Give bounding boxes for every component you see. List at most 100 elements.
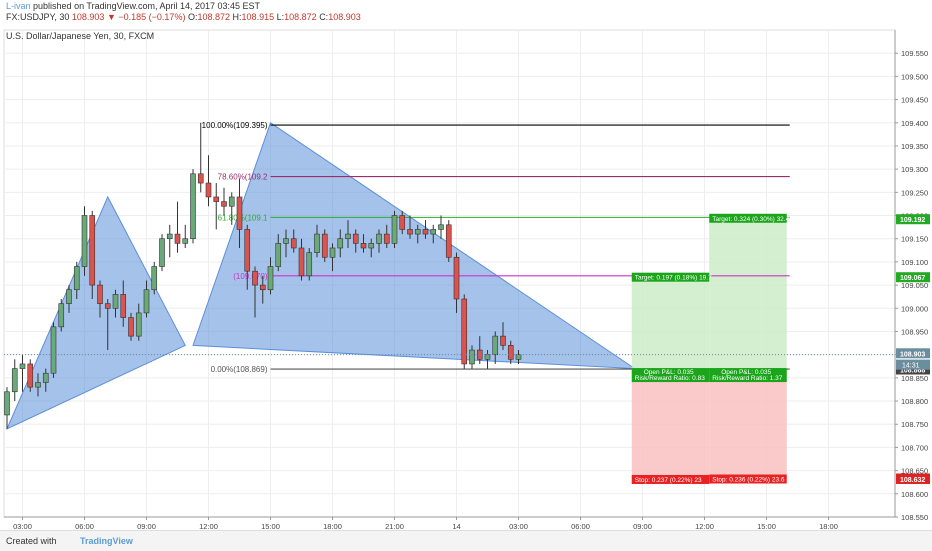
price-tick-label: 109.000	[901, 304, 928, 313]
candle-body	[476, 349, 483, 360]
candle-body	[252, 270, 258, 286]
time-tick-label: 12:00	[199, 522, 218, 530]
candle-body	[174, 233, 181, 244]
target-label-box	[631, 272, 710, 282]
target-zone[interactable]	[709, 218, 787, 370]
countdown-box	[896, 359, 930, 370]
candle-body	[228, 196, 235, 207]
candle-body	[391, 215, 398, 244]
bcd-triangle[interactable]	[192, 121, 637, 370]
fib-label: 100.00%(109.395)	[202, 121, 268, 130]
high-label: H:	[232, 12, 242, 22]
candle-body	[50, 326, 57, 374]
price-tick-label: 109.350	[901, 142, 928, 151]
close-value: 108.903	[328, 12, 361, 22]
time-axis[interactable]: 03:00 06:00 09:00 12:00 15:00 18:00 21:00 14 03:…	[4, 516, 895, 530]
candle-body	[182, 238, 189, 244]
fib-label: 78.60%(109.2	[218, 173, 268, 182]
candle-body	[360, 243, 367, 249]
target-label-box	[709, 213, 787, 223]
target-zone[interactable]	[631, 277, 710, 370]
pnl-box	[709, 368, 787, 383]
time-tick-label: 09:00	[633, 522, 652, 530]
candle-body	[135, 312, 142, 337]
price-tag[interactable]	[896, 348, 930, 359]
price-tag-label: 108.903	[900, 351, 925, 358]
publish-line: L-ivan published on TradingView.com, Apr…	[6, 1, 361, 12]
candle-body	[345, 233, 351, 240]
time-tick-label: 06:00	[571, 522, 590, 530]
candle-body	[430, 229, 437, 235]
candle-body	[104, 303, 111, 309]
candle-body	[42, 372, 49, 383]
candle-body	[321, 233, 328, 258]
candle-body	[515, 354, 522, 360]
price-axis[interactable]: 109.550 109.500 109.450 109.400 109.350 109.3…	[894, 30, 930, 522]
time-tick-label: 03:00	[13, 522, 32, 530]
candle-body	[500, 335, 506, 346]
stop-zone[interactable]	[631, 369, 710, 479]
candle-body	[89, 215, 96, 286]
price-tick-label: 109.450	[901, 96, 928, 105]
price-chart[interactable]: 100.00%(109.395) 78.60%(109.2 61.80%(109.1…	[0, 22, 932, 530]
pnl-box	[631, 368, 710, 383]
time-tick-label: 18:00	[323, 522, 342, 530]
candle-body	[298, 247, 305, 277]
price-tag-label: 109.192	[900, 217, 925, 224]
candle-body	[383, 233, 390, 244]
close-label: C:	[319, 12, 329, 22]
candle-body	[507, 345, 514, 360]
price-tick-label: 108.700	[901, 443, 928, 452]
candle-body	[453, 256, 460, 300]
ohlc-line: FX:USDJPY, 30 108.903 ▼ −0.185 (−0.17%) …	[6, 12, 361, 23]
created-with-text: Created with	[6, 536, 57, 546]
candle-body	[244, 229, 251, 272]
candle-body	[259, 284, 266, 291]
time-tick-label: 03:00	[509, 522, 528, 530]
candle-body	[4, 391, 10, 416]
candle-body	[143, 289, 150, 314]
open-pnl-label: Open P&L: 0.035	[644, 369, 694, 376]
price-tag[interactable]	[896, 272, 930, 283]
candles	[4, 122, 895, 429]
time-tick-label: 06:00	[75, 522, 94, 530]
candle-body	[368, 243, 375, 249]
price-tag-label: 108.632	[900, 477, 925, 484]
stop-label: Stop: 0.237 (0.22%) 23	[635, 477, 702, 484]
high-value: 108.915	[241, 12, 275, 22]
candle-body	[267, 266, 274, 291]
time-tick-label: 15:00	[261, 522, 280, 530]
candle-body	[58, 303, 65, 328]
candle-body	[205, 182, 212, 198]
price-tick-label: 108.650	[901, 467, 928, 476]
stop-label-box	[631, 474, 710, 484]
price-tag[interactable]	[896, 214, 930, 225]
header: L-ivan published on TradingView.com, Apr…	[6, 1, 361, 23]
position-labels: Target: 0.197 (0.18%) 19.7 Stop: 0.237 (0…	[631, 213, 790, 484]
footer: Created with TradingView	[0, 530, 932, 551]
tradingview-logo[interactable]: TradingView	[80, 536, 133, 546]
candle-body	[112, 294, 119, 309]
price-tick-label: 108.750	[901, 420, 928, 429]
author-link[interactable]: L-ivan	[6, 1, 31, 11]
price-tick-label: 109.500	[901, 72, 928, 81]
price-tag[interactable]	[896, 473, 930, 484]
position-zones[interactable]	[631, 218, 787, 479]
time-tick-label: 12:00	[695, 522, 714, 530]
price-tick-label: 108.950	[901, 327, 928, 336]
candle-body	[27, 363, 34, 388]
candle-body	[306, 252, 313, 277]
candle-body	[438, 224, 444, 230]
fib-label: 0.00%(108.869)	[211, 365, 268, 374]
price-tick-label: 109.400	[901, 119, 928, 128]
price-tick-label: 108.800	[901, 397, 928, 406]
stop-label: Stop: 0.236 (0.22%) 23.6	[712, 477, 785, 484]
risk-reward-label: Risk/Reward Ratio: 0.83	[635, 375, 705, 382]
price-tick-label: 109.300	[901, 165, 928, 174]
low-value: 108.872	[284, 12, 317, 22]
candle-body	[159, 238, 165, 267]
candle-body	[414, 229, 421, 235]
stop-zone[interactable]	[709, 369, 787, 479]
candle-body	[166, 233, 173, 240]
candle-body	[35, 382, 41, 388]
